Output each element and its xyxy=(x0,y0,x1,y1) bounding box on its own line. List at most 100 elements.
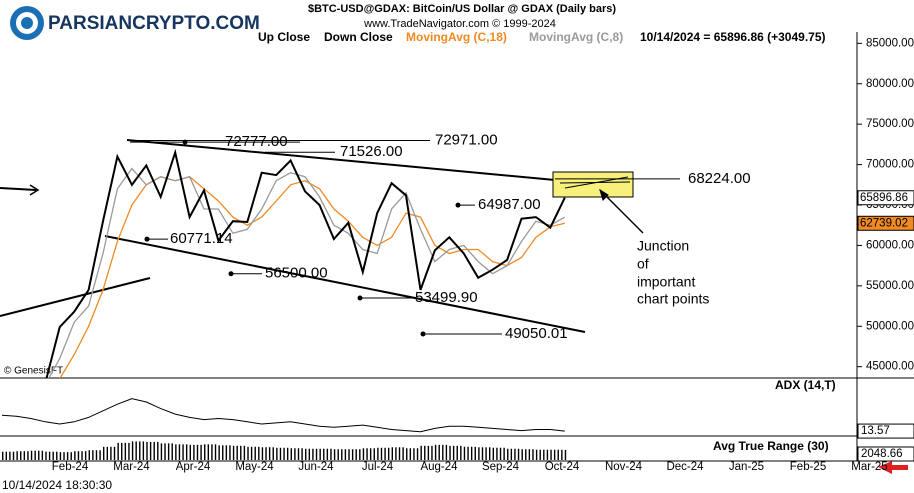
atr-bar xyxy=(564,449,567,460)
atr-bar xyxy=(362,448,365,460)
x-tick-label: Mar-25 xyxy=(851,461,887,473)
atr-bar xyxy=(485,447,487,460)
atr-bar xyxy=(377,447,379,460)
atr-bar xyxy=(449,445,451,460)
x-tick-label: Oct-24 xyxy=(545,461,580,473)
atr-bar xyxy=(27,451,29,460)
atr-bar xyxy=(359,449,361,460)
y-tick-label: 45000.00 xyxy=(866,361,914,373)
atr-bar xyxy=(301,448,303,460)
atr-bar xyxy=(200,444,202,460)
atr-bar xyxy=(308,448,311,460)
atr-bar xyxy=(424,445,426,460)
atr-bar xyxy=(218,445,220,460)
atr-bar xyxy=(330,448,332,460)
series-line xyxy=(45,148,566,378)
atr-bar xyxy=(434,444,437,460)
atr-bar xyxy=(276,447,278,460)
y-tick-label: 85000.00 xyxy=(866,37,914,49)
atr-bar xyxy=(240,445,242,460)
atr-bar xyxy=(391,447,394,460)
logo: PARSIANCRYPTO.COM xyxy=(10,6,260,40)
atr-bar xyxy=(70,452,72,460)
atr-bar xyxy=(312,448,314,460)
atr-bar xyxy=(128,442,130,460)
x-tick-label: May-24 xyxy=(235,461,274,473)
last-value-label: 2048.66 xyxy=(861,448,903,460)
plot-area xyxy=(45,148,566,378)
atr-bar xyxy=(341,449,343,460)
credit: © GenesisFT xyxy=(4,366,63,377)
status-readout: 10/14/2024 = 65896.86 (+3049.75) xyxy=(640,30,826,44)
atr-bar xyxy=(294,448,296,460)
atr-bar xyxy=(77,451,80,460)
x-tick-label: Apr-24 xyxy=(176,461,211,473)
last-value-box xyxy=(857,190,914,206)
atr-bar xyxy=(160,443,163,460)
atr-bar xyxy=(41,450,44,460)
y-tick-label: 60000.00 xyxy=(866,239,914,251)
atr-bar xyxy=(106,446,109,460)
atr-bar xyxy=(445,444,448,460)
atr-bar xyxy=(261,447,264,460)
series-line xyxy=(1,398,565,433)
trendlines xyxy=(0,139,586,333)
note-line: of xyxy=(637,256,649,272)
atr-bar xyxy=(290,448,292,460)
chart-title: $BTC-USD@GDAX: BitCoin/US Dollar @ GDAX … xyxy=(308,3,616,15)
atr-bar xyxy=(48,451,51,460)
atr-bar xyxy=(250,446,253,460)
note-line: important xyxy=(637,274,695,290)
atr-bar xyxy=(20,451,22,460)
last-value-label: 65896.86 xyxy=(860,192,908,204)
atr-bar xyxy=(124,442,127,460)
atr-bar xyxy=(416,448,419,460)
atr-bar xyxy=(84,451,87,460)
atr-bar xyxy=(532,449,534,460)
atr-bar xyxy=(185,444,188,460)
atr-bar xyxy=(539,449,541,460)
atr-bar xyxy=(30,450,33,460)
annotation-dot xyxy=(455,202,461,208)
last-value-box xyxy=(857,423,914,439)
annotation-dot xyxy=(144,236,150,242)
last-value-box xyxy=(857,215,914,231)
legend-entry: Down Close xyxy=(324,30,393,44)
atr-bar xyxy=(478,447,480,460)
x-tick-label: Dec-24 xyxy=(666,461,704,473)
atr-bar xyxy=(88,450,90,460)
atr-bar xyxy=(135,441,137,460)
x-tick-label: Jan-25 xyxy=(729,461,764,473)
atr-bar xyxy=(117,442,119,460)
chart-subtitle: www.TradeNavigator.com © 1999-2024 xyxy=(363,18,556,30)
scroll-arrow[interactable] xyxy=(878,461,908,474)
atr-bar xyxy=(232,445,235,460)
atr-bar xyxy=(149,441,152,460)
annotation-label: 53499.90 xyxy=(415,289,478,306)
x-tick-label: Jun-24 xyxy=(298,461,334,473)
atr-bar xyxy=(420,445,422,460)
atr-bar xyxy=(56,451,58,460)
atr-bar xyxy=(74,451,76,460)
atr-bar xyxy=(344,449,347,460)
atr-bar xyxy=(283,447,285,460)
atr-bar xyxy=(413,448,415,460)
atr-bar xyxy=(45,451,47,460)
atr-bar xyxy=(398,447,401,460)
annotation-dot xyxy=(228,271,234,277)
legend-entry: MovingAvg (C,18) xyxy=(406,30,507,44)
atr-bar xyxy=(146,441,148,460)
atr-bar xyxy=(550,449,552,460)
x-tick-label: Jul-24 xyxy=(362,461,394,473)
atr-bar xyxy=(323,448,325,460)
annotation-label: 49050.01 xyxy=(505,325,568,342)
atr-bar xyxy=(110,446,112,460)
atr-bar xyxy=(99,450,101,460)
annotation-label: 72777.00 xyxy=(225,133,288,150)
atr-bar xyxy=(315,448,318,460)
legend-entry: Up Close xyxy=(258,30,310,44)
atr-bar xyxy=(521,449,523,460)
atr-bar xyxy=(431,445,433,460)
atr-bar xyxy=(81,451,83,460)
atr-bar xyxy=(272,447,274,460)
